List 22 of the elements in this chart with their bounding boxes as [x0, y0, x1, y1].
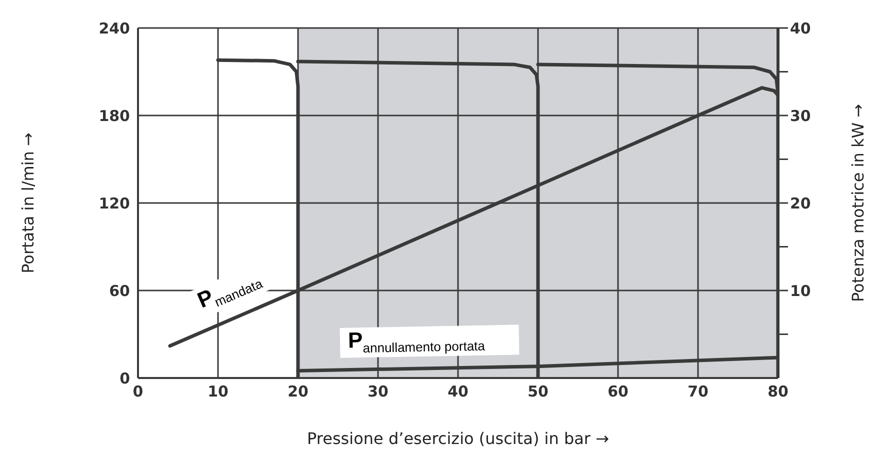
- x-tick-label: 10: [208, 382, 228, 401]
- y-axis-title: Portata in l/min →: [18, 132, 38, 274]
- x-tick-label: 30: [368, 382, 388, 401]
- y-tick-label: 240: [98, 19, 130, 38]
- y-tick-label: 60: [109, 282, 130, 300]
- x-tick-label: 20: [288, 382, 308, 401]
- x-tick-label: 80: [768, 382, 788, 401]
- x-axis-title: Pressione d’esercizio (uscita) in bar →: [307, 429, 609, 448]
- y2-tick-label: 30: [790, 106, 811, 125]
- x-tick-label: 70: [688, 382, 708, 401]
- y-tick-label: 120: [98, 194, 130, 212]
- x-tick-label: 0: [132, 382, 144, 401]
- y-tick-label: 0: [120, 369, 130, 388]
- x-tick-label: 40: [448, 382, 468, 401]
- x-tick-label: 50: [528, 382, 548, 401]
- y2-axis-title: Potenza motrice in kW →: [848, 104, 868, 302]
- y-tick-label: 180: [98, 106, 130, 125]
- x-tick-label: 60: [608, 382, 628, 401]
- series-label: P$_{annullamento portata}$: [348, 328, 486, 356]
- y2-tick-label: 10: [790, 282, 811, 300]
- y2-tick-label: 40: [790, 19, 811, 38]
- y2-tick-label: 20: [790, 194, 811, 212]
